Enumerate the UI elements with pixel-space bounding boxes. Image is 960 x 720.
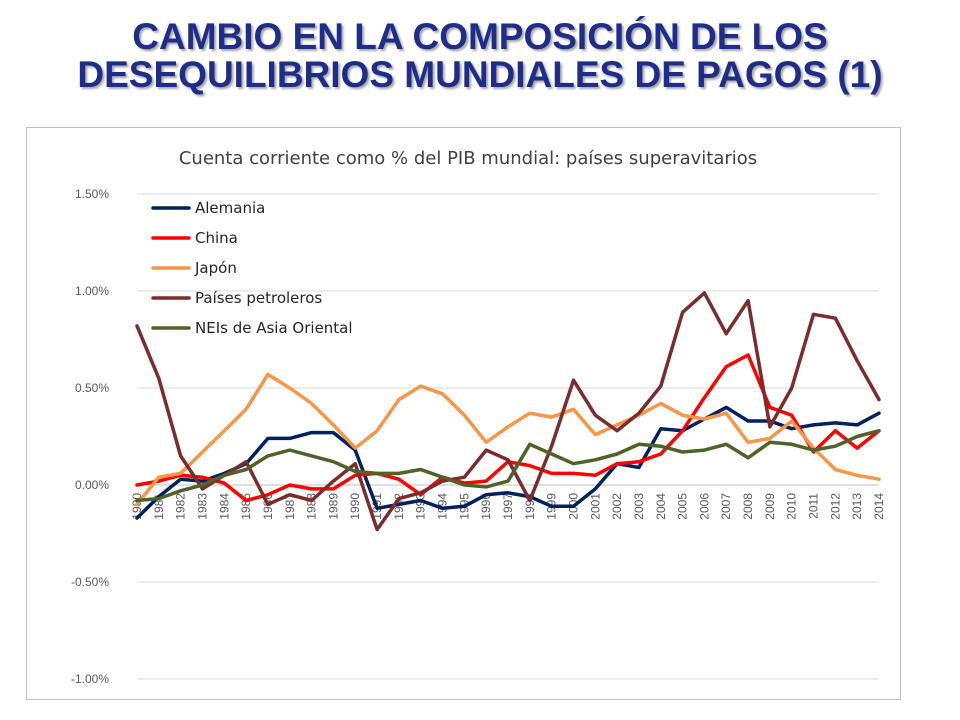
y-tick-label: 0.50% <box>75 381 109 395</box>
x-tick-label: 2013 <box>850 493 864 520</box>
x-tick-label: 2006 <box>697 493 711 520</box>
x-tick-label: 2008 <box>741 493 755 520</box>
slide-title-line2: DESEQUILIBRIOS MUNDIALES DE PAGOS (1) <box>77 54 883 95</box>
series-line <box>135 405 881 520</box>
series-lines <box>135 291 881 532</box>
x-tick-label: 2007 <box>719 493 733 520</box>
y-tick-label: 0.00% <box>75 478 109 492</box>
legend-label: Japón <box>194 259 237 277</box>
y-tick-label: 1.50% <box>75 187 109 201</box>
y-axis-ticks: 1.50% 1.00% 0.50% 0.00% -0.50% -1.00% <box>71 187 109 686</box>
legend: Alemania China Japón Países petroleros NEIs … <box>151 199 353 337</box>
slide-title-line1: CAMBIO EN LA COMPOSICIÓN DE LOS <box>132 16 828 57</box>
x-tick-label: 2002 <box>610 493 624 520</box>
x-tick-label: 1993 <box>414 493 428 520</box>
x-tick-label: 2012 <box>828 493 842 520</box>
chart-frame: Cuenta corriente como % del PIB mundial:… <box>26 127 901 700</box>
y-tick-label: 1.00% <box>75 284 109 298</box>
legend-label: Países petroleros <box>195 289 322 307</box>
y-tick-label: -1.00% <box>71 672 109 686</box>
line-chart: Cuenta corriente como % del PIB mundial:… <box>71 148 886 686</box>
x-tick-label: 1984 <box>217 493 231 520</box>
x-tick-label: 2009 <box>763 493 777 520</box>
chart-title: Cuenta corriente como % del PIB mundial:… <box>179 148 757 169</box>
x-tick-label: 1989 <box>326 493 340 520</box>
legend-label: Alemania <box>195 199 265 217</box>
gridlines <box>137 193 879 680</box>
x-tick-label: 2004 <box>654 493 668 520</box>
x-tick-label: 2010 <box>785 493 799 520</box>
series-line <box>135 428 881 503</box>
x-tick-label: 1982 <box>174 493 188 520</box>
legend-label: China <box>195 229 238 247</box>
x-tick-label: 1996 <box>479 493 493 520</box>
slide-title: CAMBIO EN LA COMPOSICIÓN DE LOS DESEQUIL… <box>0 18 960 94</box>
x-tick-label: 1990 <box>348 493 362 520</box>
x-tick-label: 1994 <box>436 493 450 520</box>
x-tick-label: 2014 <box>872 493 886 520</box>
y-tick-label: -0.50% <box>71 575 109 589</box>
x-tick-label: 2003 <box>632 493 646 520</box>
x-tick-label: 1983 <box>195 493 209 520</box>
x-tick-label: 1997 <box>501 493 515 520</box>
series-line <box>135 291 881 532</box>
series-line <box>135 372 881 507</box>
x-tick-label: 1987 <box>283 493 297 520</box>
x-tick-label: 2001 <box>588 493 602 520</box>
x-tick-label: 2005 <box>676 493 690 520</box>
legend-label: NEIs de Asia Oriental <box>195 319 353 337</box>
x-tick-label: 2011 <box>807 493 821 519</box>
